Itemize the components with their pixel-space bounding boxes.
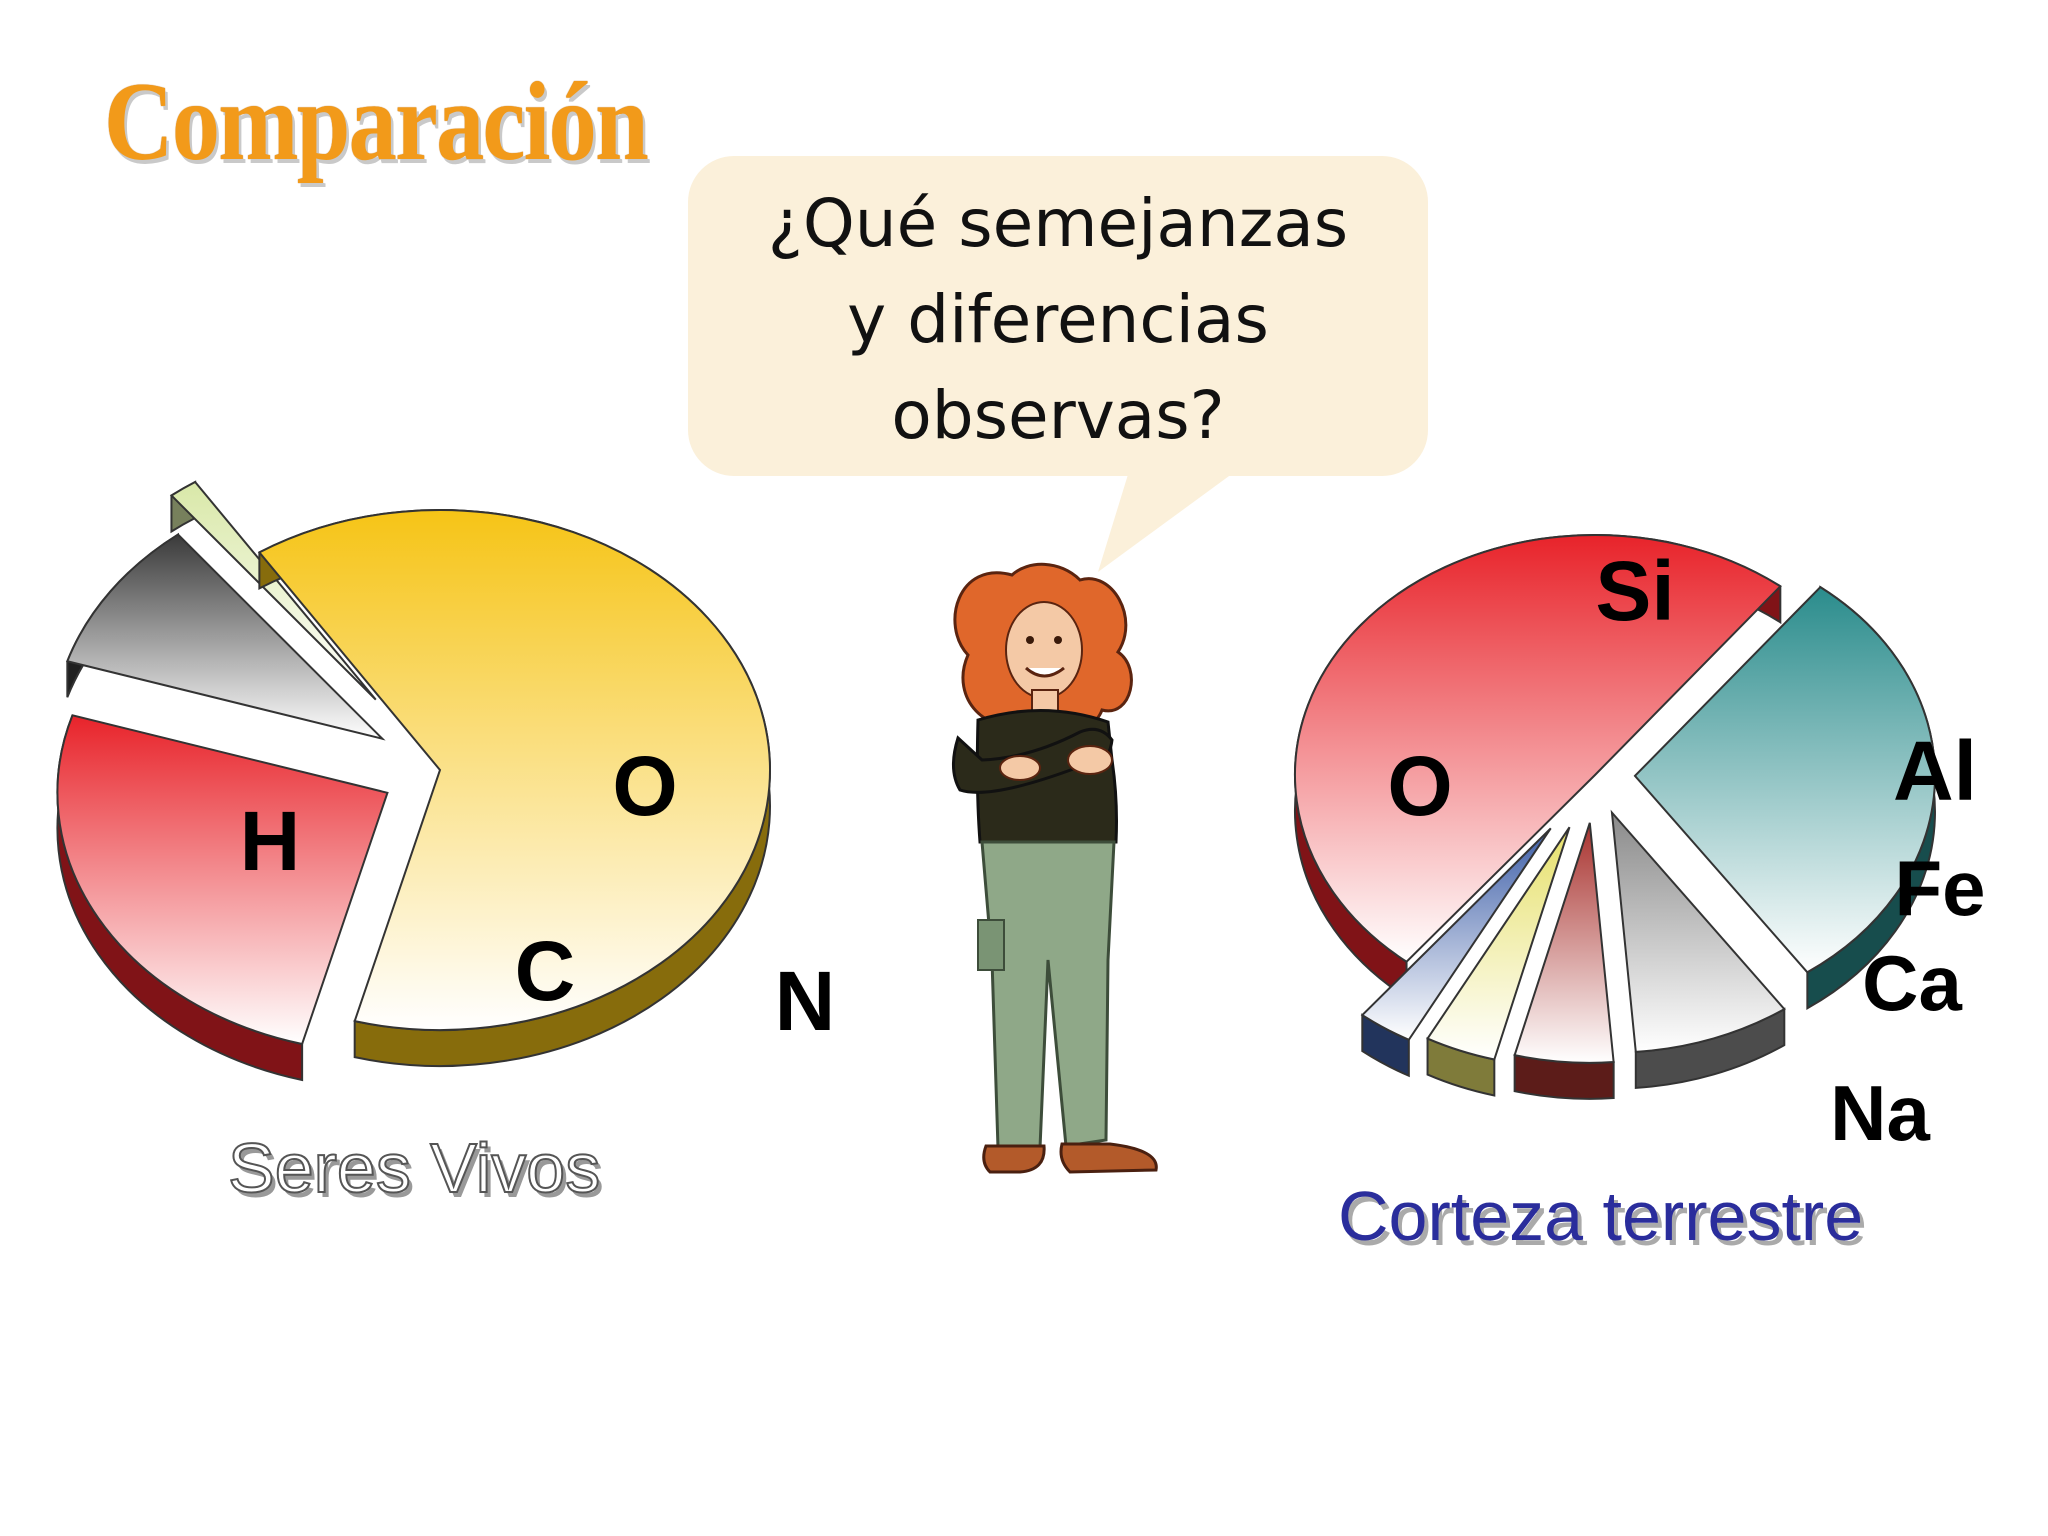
pie-0-slice-o — [56, 714, 389, 1046]
pie-1-slice-na — [1360, 827, 1552, 1042]
pie-1-label-o: O — [1387, 739, 1452, 833]
pie-0-label-o: O — [612, 739, 677, 833]
corteza-terrestre-caption: Corteza terrestre — [1338, 1177, 1864, 1255]
pie-0-slice-c — [65, 533, 386, 741]
pie-1-slice-al — [1610, 809, 1786, 1053]
speech-bubble-text: ¿Qué semejanzas y diferencias observas? — [688, 176, 1428, 464]
pie-1-label-si: Si — [1595, 544, 1674, 638]
pie-1-slice-fe — [1513, 822, 1615, 1064]
pie-1-label-al: Al — [1893, 724, 1977, 818]
question-line-1: ¿Qué semejanzas — [767, 185, 1349, 262]
pie-chart-seres-vivos: H OC N — [56, 480, 836, 1082]
pie-0-label-h: H — [240, 794, 301, 888]
pie-0-label-n: N — [775, 954, 836, 1048]
pie-1-label-na: Na — [1830, 1069, 1930, 1157]
girl-illustration — [952, 562, 1158, 1174]
pie-0-label-c: C — [515, 924, 576, 1018]
pie-0-slice-n — [169, 480, 377, 701]
question-line-3: observas? — [891, 377, 1225, 454]
question-line-2: y diferencias — [847, 281, 1269, 358]
pie-1-label-fe: Fe — [1894, 844, 1985, 932]
pie-0-slice-h — [257, 509, 771, 1031]
pie-1-slice-si — [1633, 585, 1936, 974]
seres-vivos-caption: Seres Vivos — [227, 1128, 601, 1208]
speech-bubble — [688, 156, 1428, 476]
slide-title: Comparación — [104, 60, 649, 184]
pie-1-slice-o — [1293, 533, 1782, 964]
pie-1-label-ca: Ca — [1862, 939, 1962, 1027]
pie-1-slice-ca — [1426, 826, 1571, 1061]
